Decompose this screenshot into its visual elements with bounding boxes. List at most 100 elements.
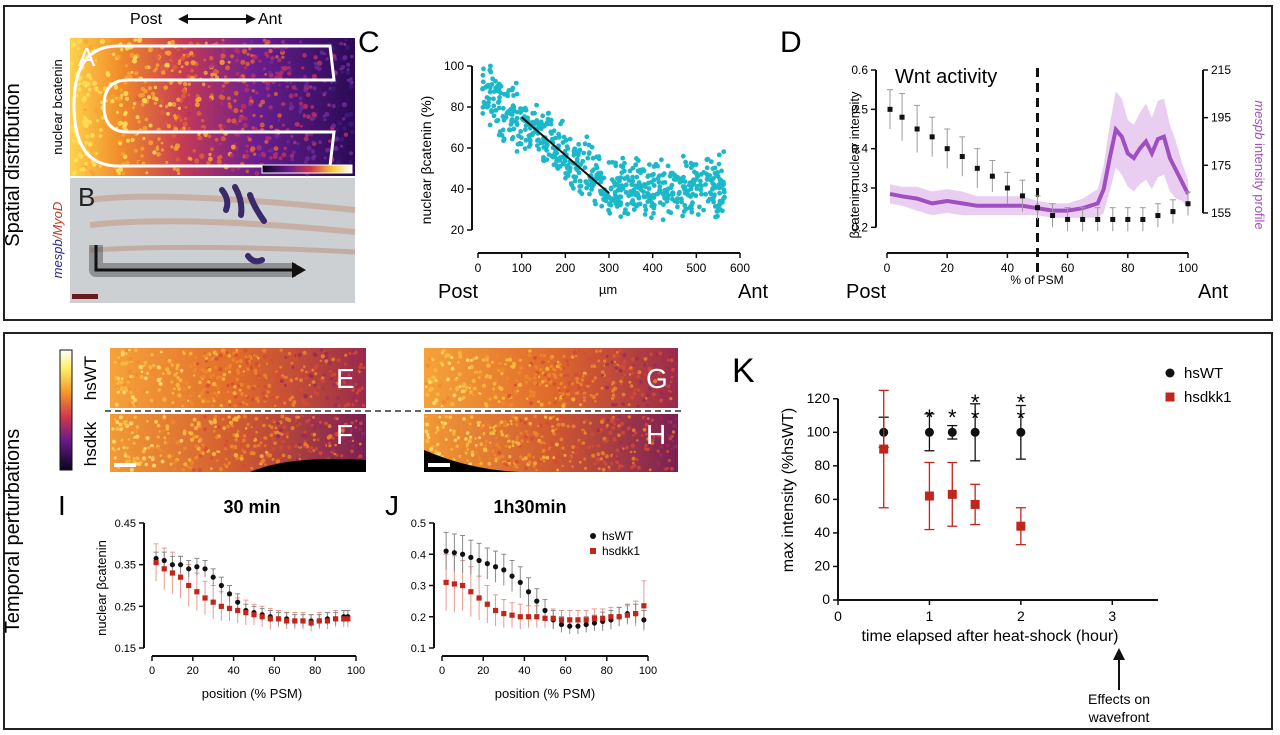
chart-c-ylabel: nuclear βcatenin (%) [418, 96, 434, 225]
chart-c-point [688, 165, 694, 171]
chart-k-point-hsdkk1 [879, 444, 889, 454]
chart-c-point [480, 72, 486, 78]
chart-c-point [613, 199, 618, 205]
chart-c-point [622, 160, 627, 166]
chart-k-annotation: Effects on wavefront [1088, 691, 1150, 725]
chart-c-point [665, 186, 671, 192]
chart-c-point [509, 117, 515, 122]
chart-c-point [582, 141, 588, 147]
chart-d-left-y-tick-label: 0.6 [851, 63, 868, 77]
chart-c-point [508, 107, 513, 112]
chart-j-title: 1h30min [493, 497, 566, 517]
chart-c-point [707, 196, 713, 202]
section-title-temporal: Temporal perturbations [2, 429, 24, 634]
chart-k-y-tick-label: 120 [807, 390, 831, 406]
chart-c-point [574, 159, 580, 164]
chart-c-point [651, 171, 656, 177]
chart-c-point [576, 141, 582, 147]
chart-c-point [719, 168, 724, 174]
chart-d-bcatenin-point [1170, 209, 1176, 215]
panel-letter-k: K [732, 352, 755, 390]
chart-k-point-hsdkk1 [947, 489, 957, 499]
chart-k-significance-star: * [971, 406, 980, 431]
chart-d-bcatenin-point [1140, 216, 1146, 222]
chart-i-y-tick-label: 0.25 [115, 601, 136, 613]
chart-j-point-hsWT [492, 564, 499, 570]
chart-i-point-hsdkk1 [324, 618, 331, 624]
chart-c-point [703, 191, 708, 197]
chart-c-point [513, 80, 519, 86]
chart-d-bcatenin-point [959, 154, 965, 160]
chart-c-point [682, 185, 687, 191]
chart-c-point [567, 136, 573, 142]
chart-j-point-hsdkk1 [517, 614, 523, 620]
chart-c-point [684, 163, 689, 169]
panel-b-image: B mespb/MyoD [50, 178, 356, 303]
chart-c-point [643, 184, 648, 190]
stain-label-mespb-myod: mespb/MyoD [50, 202, 65, 279]
chart-d-bcatenin-point [944, 146, 950, 152]
chart-d: D Wnt activity βcatenin nuclear intensit… [780, 26, 1267, 303]
chart-c-point [717, 190, 722, 196]
chart-c-y-tick-label: 100 [444, 59, 464, 73]
chart-c-point [551, 128, 557, 134]
chart-i-point-hsWT [210, 574, 216, 580]
chart-i-point-hsdkk1 [210, 599, 216, 605]
chart-c-point [630, 165, 636, 171]
lookup-table-bar [59, 349, 73, 471]
chart-c-point [633, 192, 639, 198]
chart-c-point [708, 159, 714, 165]
chart-c-point [698, 178, 703, 184]
chart-c-point [573, 165, 579, 171]
chart-c-point [503, 115, 509, 120]
chart-c-ant-label: Ant [738, 281, 768, 303]
panel-a-image: A nuclear bcatenin [50, 37, 355, 177]
chart-c-point [538, 126, 544, 132]
chart-d-x-tick-label: 0 [884, 261, 891, 275]
chart-c-point [486, 96, 492, 102]
chart-j-point-hsWT [641, 617, 647, 623]
chart-j-point-hsdkk1 [501, 611, 507, 617]
chart-j-y-tick-label: 0.3 [411, 581, 426, 593]
chart-c-point [594, 165, 600, 171]
chart-c-point [509, 112, 515, 117]
chart-j-point-hsdkk1 [624, 612, 630, 618]
chart-c-point [487, 122, 493, 128]
legend-k-label-hsWT: hsWT [1184, 365, 1223, 382]
chart-i-point-hsdkk1 [259, 614, 265, 620]
chart-c-point [712, 204, 718, 209]
chart-i-y-tick-label: 0.15 [115, 643, 136, 655]
chart-k-significance-star: * [971, 390, 980, 415]
chart-c-point [680, 213, 685, 219]
chart-c-point [615, 176, 620, 181]
chart-j-y-tick-label: 0.1 [411, 643, 426, 655]
legend-k-marker-hsdkk1 [1165, 392, 1175, 402]
chart-c-point [491, 103, 497, 109]
chart-c-point [622, 176, 628, 181]
chart-c-point [584, 180, 589, 186]
chart-c-point [534, 102, 539, 108]
chart-c-point [642, 203, 648, 209]
chart-c-point [544, 157, 550, 163]
chart-c-point [710, 181, 716, 186]
chart-i-x-tick-label: 0 [149, 665, 155, 677]
chart-c-point [496, 98, 502, 104]
chart-c-point [514, 149, 520, 154]
chart-c-point [635, 158, 641, 163]
chart-c-point [663, 190, 668, 196]
chart-d-bcatenin-point [974, 165, 980, 171]
section-title-spatial: Spatial distribution [2, 83, 24, 246]
chart-c-point [480, 86, 485, 92]
chart-c-point [582, 165, 588, 171]
chart-c-point [626, 178, 632, 183]
chart-c-point [481, 99, 487, 105]
chart-c-point [698, 187, 704, 193]
chart-j-point-hsdkk1 [583, 617, 589, 623]
chart-c-point [613, 163, 619, 169]
chart-j-point-hsWT [509, 573, 515, 579]
chart-j-x-tick-label: 60 [559, 665, 571, 677]
chart-j-point-hsWT [567, 623, 573, 629]
chart-i-point-hsdkk1 [194, 589, 200, 595]
chart-c-point [638, 170, 643, 176]
chart-c-point [573, 174, 579, 180]
